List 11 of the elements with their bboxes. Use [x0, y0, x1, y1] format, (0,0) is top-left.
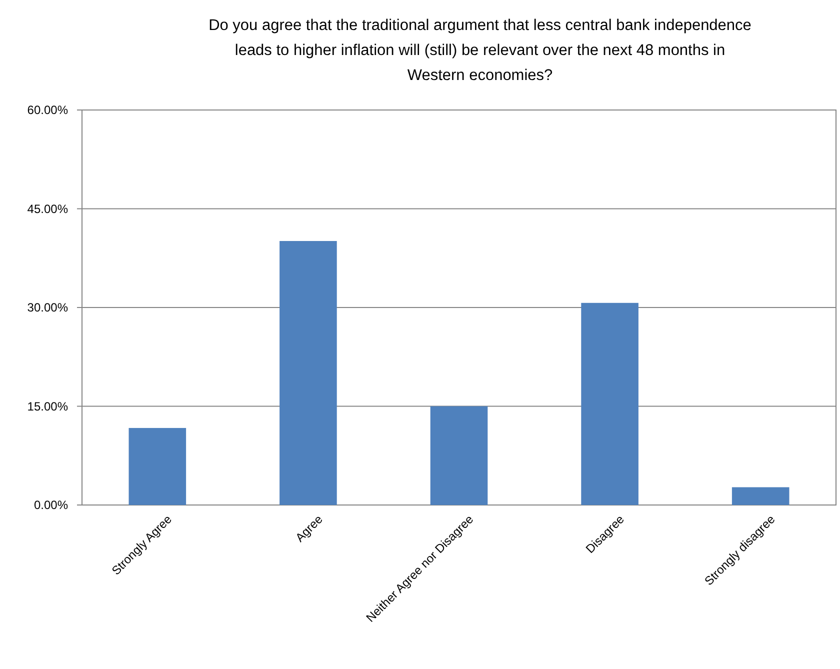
- bar: [128, 428, 186, 505]
- bar: [732, 487, 790, 505]
- chart-title: Do you agree that the traditional argument that less central bank independence leads to higher inflation will (still) be relevant over the next 48 months in Western economies?: [208, 17, 752, 84]
- y-tick-label: 0.00%: [34, 498, 68, 512]
- y-tick-label: 45.00%: [27, 202, 68, 216]
- bar: [581, 302, 638, 505]
- bar: [430, 406, 488, 505]
- y-tick-label: 30.00%: [27, 300, 68, 315]
- y-tick-label: 60.00%: [27, 103, 68, 118]
- bar: [280, 241, 337, 505]
- y-tick-label: 15.00%: [27, 399, 68, 414]
